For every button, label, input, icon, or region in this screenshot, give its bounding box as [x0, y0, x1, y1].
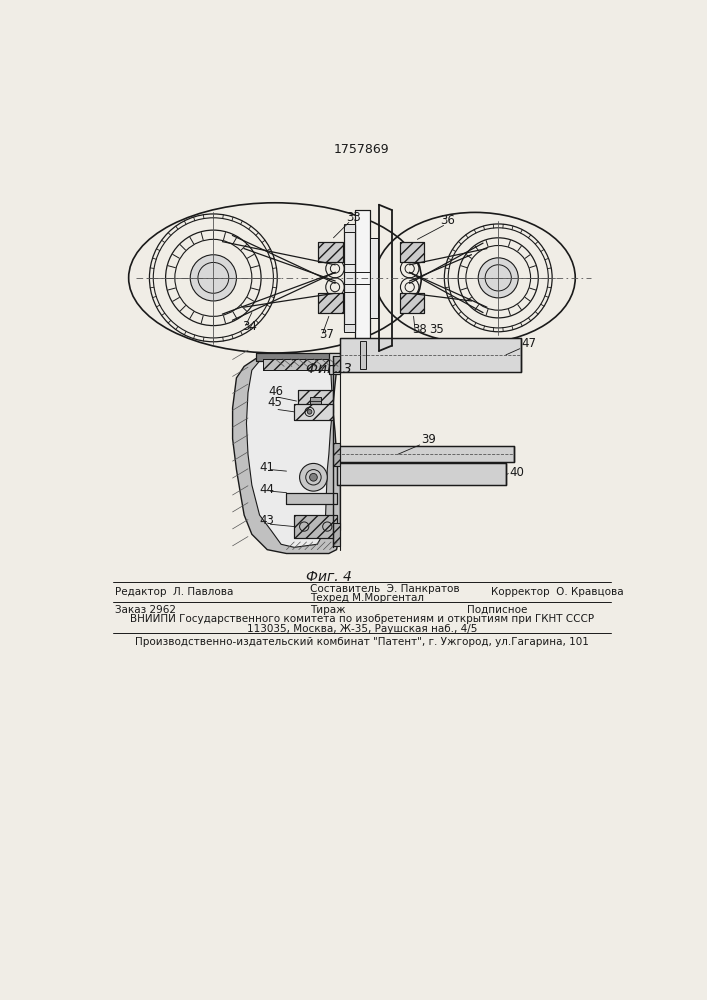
Bar — [286, 493, 337, 504]
Bar — [337, 463, 506, 485]
Bar — [298, 389, 333, 413]
Polygon shape — [233, 355, 340, 554]
Text: 44: 44 — [259, 483, 274, 496]
Bar — [318, 293, 343, 313]
Bar — [337, 446, 514, 462]
Text: 47: 47 — [521, 337, 537, 350]
Bar — [344, 225, 355, 330]
Bar — [370, 238, 378, 318]
Bar — [355, 210, 370, 346]
Text: Производственно-издательский комбинат "Патент", г. Ужгород, ул.Гагарина, 101: Производственно-издательский комбинат "П… — [135, 637, 589, 647]
Text: Тираж: Тираж — [310, 605, 345, 615]
Text: 1757869: 1757869 — [334, 143, 390, 156]
Bar — [256, 353, 340, 361]
Bar — [370, 238, 378, 318]
Bar — [400, 242, 423, 262]
Bar — [344, 224, 355, 232]
Polygon shape — [333, 523, 340, 546]
Text: Фиг. 4: Фиг. 4 — [306, 570, 352, 584]
Text: 38: 38 — [412, 323, 427, 336]
Polygon shape — [247, 356, 332, 547]
Circle shape — [300, 463, 327, 491]
Text: 40: 40 — [510, 466, 525, 479]
Text: 113035, Москва, Ж-35, Раушская наб., 4/5: 113035, Москва, Ж-35, Раушская наб., 4/5 — [247, 624, 477, 634]
Bar — [294, 404, 333, 420]
Bar — [264, 359, 333, 370]
Bar — [355, 210, 370, 346]
Bar — [298, 389, 333, 413]
Bar — [329, 353, 340, 374]
Bar — [329, 353, 340, 374]
Bar — [337, 446, 514, 462]
Circle shape — [190, 255, 236, 301]
Bar — [400, 242, 423, 262]
Bar — [294, 515, 337, 538]
Text: 41: 41 — [259, 461, 274, 474]
Text: 43: 43 — [259, 514, 274, 527]
Text: 37: 37 — [320, 328, 334, 341]
Bar — [286, 493, 337, 504]
Bar — [400, 293, 423, 313]
Circle shape — [308, 410, 312, 414]
Text: Техред М.Моргентал: Техред М.Моргентал — [310, 593, 423, 603]
Text: Подписное: Подписное — [467, 605, 528, 615]
Bar — [310, 397, 321, 405]
Bar — [318, 293, 343, 313]
Bar — [360, 341, 366, 369]
Text: Корректор  О. Кравцова: Корректор О. Кравцова — [491, 587, 623, 597]
Text: Редактор  Л. Павлова: Редактор Л. Павлова — [115, 587, 233, 597]
Text: 33: 33 — [346, 211, 361, 224]
Circle shape — [478, 258, 518, 298]
Text: ВНИИПИ Государственного комитета по изобретениям и открытиям при ГКНТ СССР: ВНИИПИ Государственного комитета по изоб… — [130, 614, 594, 624]
Bar — [337, 463, 506, 485]
Bar — [256, 353, 340, 361]
Bar — [340, 338, 521, 372]
Bar — [340, 338, 521, 372]
Text: 45: 45 — [267, 396, 282, 409]
Bar — [318, 242, 343, 262]
Text: 36: 36 — [440, 214, 455, 227]
Bar — [264, 359, 333, 370]
Polygon shape — [333, 356, 340, 372]
Text: Фиг. 3: Фиг. 3 — [306, 362, 352, 376]
Text: 39: 39 — [421, 433, 436, 446]
Bar — [294, 515, 337, 538]
Text: 34: 34 — [243, 320, 257, 333]
Text: Составитель  Э. Панкратов: Составитель Э. Панкратов — [310, 584, 460, 594]
Text: Заказ 2962: Заказ 2962 — [115, 605, 176, 615]
Bar — [400, 293, 423, 313]
Bar — [294, 404, 333, 420]
Text: 35: 35 — [429, 323, 444, 336]
Bar — [344, 225, 355, 330]
Bar — [344, 324, 355, 332]
Bar — [318, 242, 343, 262]
Polygon shape — [333, 443, 340, 466]
Circle shape — [310, 473, 317, 481]
Text: 46: 46 — [269, 385, 284, 398]
